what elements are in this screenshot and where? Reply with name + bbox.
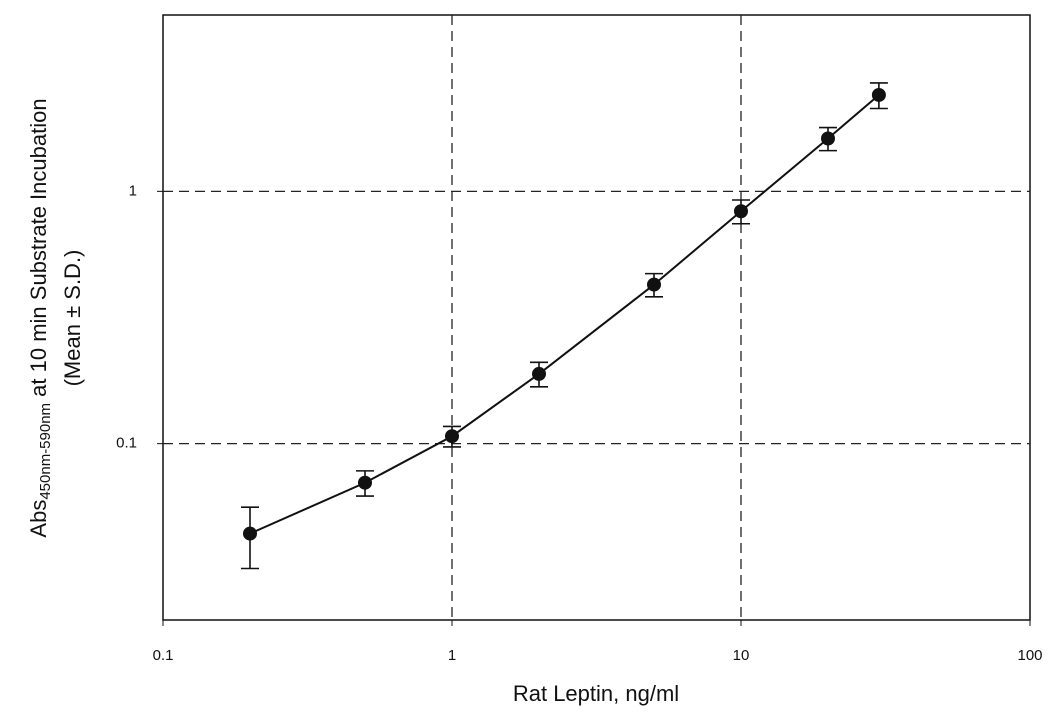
x-tick-label: 0.1	[153, 647, 174, 664]
y-tick-label: 1	[129, 182, 137, 199]
data-point	[820, 131, 835, 146]
data-point	[734, 204, 748, 219]
x-tick-label: 1	[448, 647, 456, 664]
x-axis-label: Rat Leptin, ng/ml	[513, 681, 679, 706]
data-point	[242, 526, 257, 541]
data-point	[445, 429, 459, 444]
x-tick-label: 100	[1017, 647, 1042, 664]
plot-frame	[162, 14, 1031, 621]
data-line	[249, 94, 880, 535]
data-point	[531, 366, 546, 381]
data-point	[358, 475, 373, 490]
y-label-rest: at 10 min Substrate Incubation	[26, 98, 51, 403]
data-point	[647, 277, 662, 292]
y-axis-label-line2: (Mean ± S.D.)	[60, 250, 85, 387]
data-point	[871, 87, 886, 102]
y-axis-label: Abs450nm-590nm at 10 min Substrate Incub…	[26, 98, 85, 537]
y-label-sub: 450nm-590nm	[37, 403, 54, 500]
y-tick-label: 0.1	[116, 435, 137, 452]
y-axis-label-line1: Abs450nm-590nm at 10 min Substrate Incub…	[26, 98, 54, 537]
x-tick-label: 10	[733, 647, 750, 664]
y-label-main: Abs	[26, 500, 51, 538]
